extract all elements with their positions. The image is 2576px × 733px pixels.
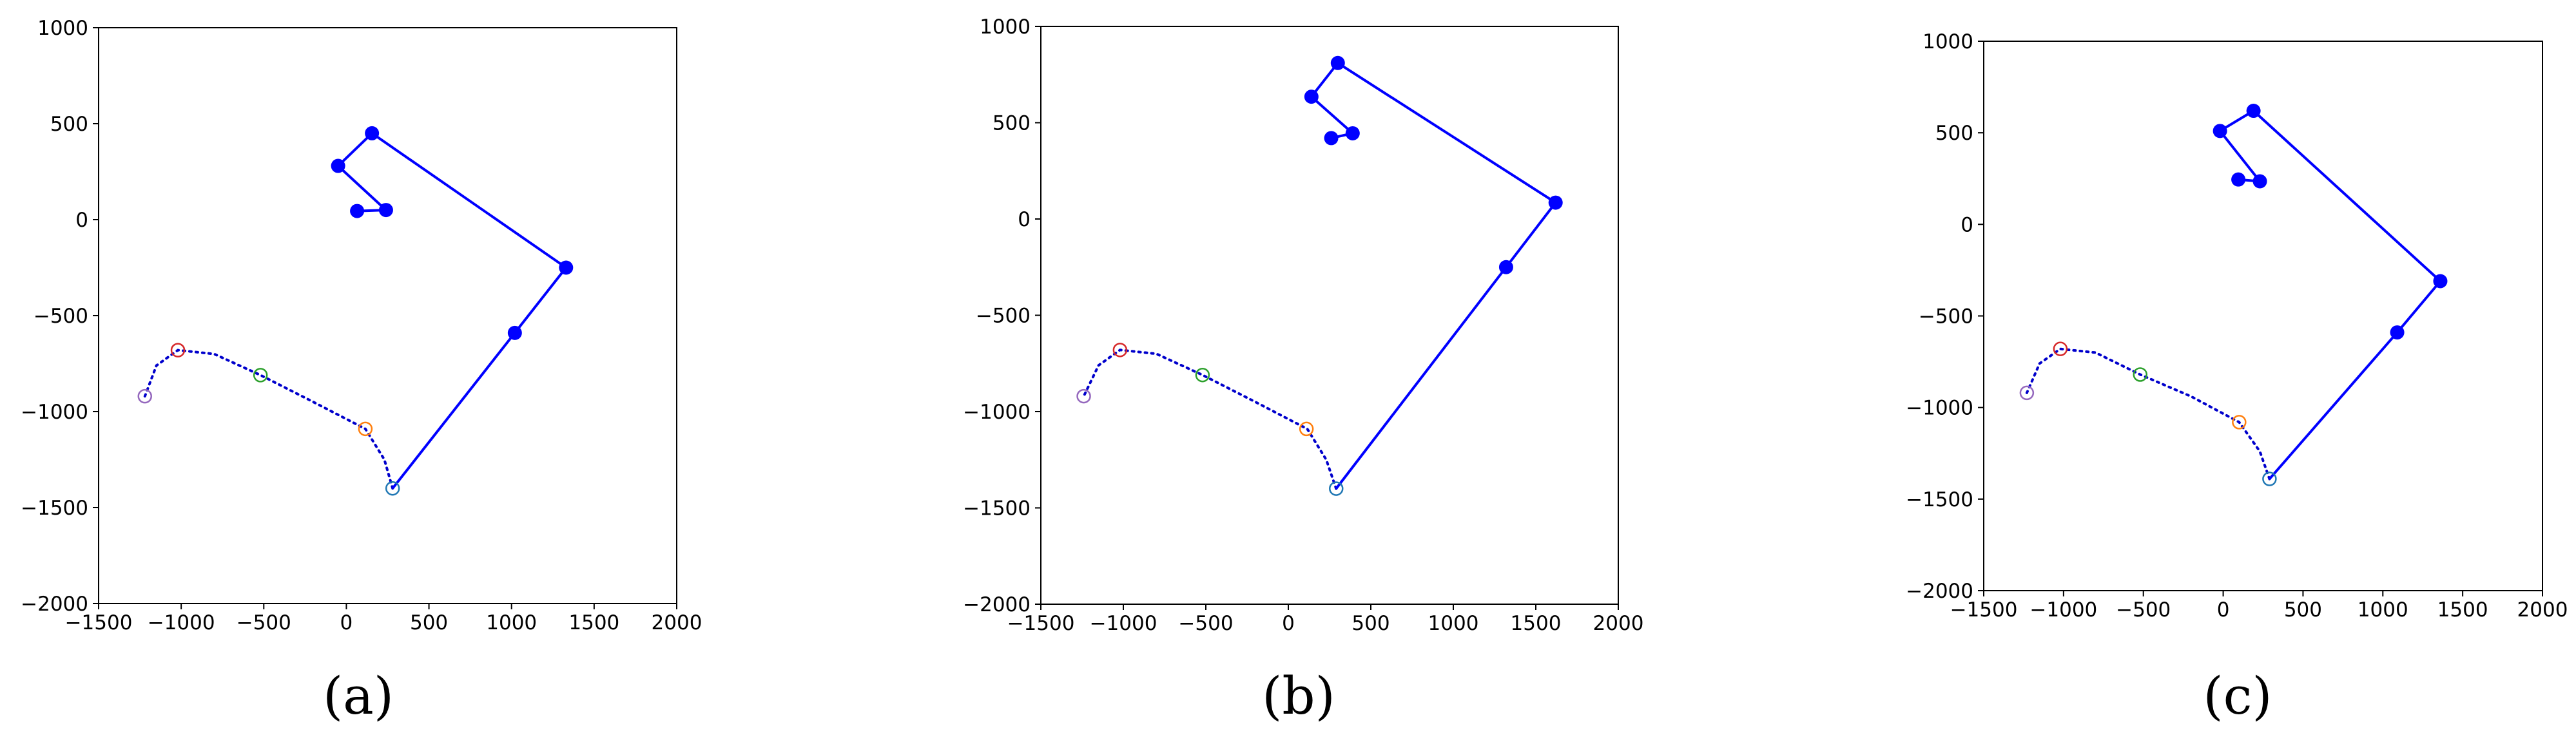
x-tick-label: 2000	[652, 611, 702, 634]
trajectory-marker	[2232, 415, 2247, 430]
arm-joint	[350, 204, 365, 218]
arm-joint	[507, 325, 522, 340]
arm-line	[336, 131, 568, 490]
x-tick-label: 2000	[1593, 612, 1644, 635]
y-tick-label: 500	[993, 112, 1031, 135]
y-tick-label: 1000	[980, 15, 1031, 39]
x-tick-label: −500	[2116, 598, 2171, 622]
arm-joint	[2390, 325, 2405, 340]
y-tick-label: 0	[75, 209, 88, 232]
axes-frame	[98, 27, 677, 604]
x-tick-label: 1000	[1428, 612, 1479, 635]
trajectory-marker	[2133, 367, 2148, 382]
arm-joint	[1548, 195, 1563, 210]
trajectory-marker	[1299, 421, 1314, 437]
y-tick-label: −1500	[963, 497, 1031, 520]
trajectory-marker	[137, 388, 153, 404]
trajectory-marker	[2262, 471, 2277, 486]
arm-joint	[1304, 90, 1319, 104]
arm-joint	[1330, 55, 1345, 70]
arm-joint	[2252, 174, 2267, 189]
trajectory-marker	[1195, 367, 1210, 383]
y-tick-label: −1000	[21, 401, 88, 424]
y-tick-label: 1000	[1922, 30, 1973, 53]
arm-joint	[2433, 274, 2448, 289]
panel-caption: (b)	[1262, 666, 1335, 726]
x-tick-label: 2000	[2517, 598, 2568, 622]
arm-joint	[378, 203, 393, 218]
x-tick-label: 0	[2217, 598, 2230, 622]
x-tick-label: −1000	[2029, 598, 2097, 622]
x-tick-label: −1500	[65, 611, 133, 634]
x-tick-label: −500	[1178, 612, 1233, 635]
arm-line	[2218, 109, 2442, 480]
trajectory-marker	[2053, 341, 2068, 356]
arm-joint	[1345, 126, 1360, 140]
x-tick-label: 1500	[2437, 598, 2488, 622]
trajectory-line	[143, 348, 394, 490]
trajectory-line	[1082, 348, 1338, 490]
y-tick-label: −500	[1919, 305, 1973, 328]
y-tick-label: −2000	[963, 593, 1031, 616]
y-tick-label: 500	[50, 113, 88, 136]
x-tick-label: −1000	[148, 611, 215, 634]
y-tick-label: −1000	[963, 401, 1031, 424]
x-tick-label: 500	[410, 611, 448, 634]
arm-joint	[2213, 124, 2227, 138]
panel-caption: (c)	[2203, 666, 2272, 726]
panel-1: −1500 −1000 −500 0 500 1000 1500 2000−2000−1500…	[21, 17, 702, 726]
arm-joint	[331, 158, 345, 173]
x-tick-label: 1500	[1511, 612, 1562, 635]
x-tick-label: −500	[237, 611, 291, 634]
y-tick-label: −500	[34, 305, 88, 328]
trajectory-marker	[1328, 481, 1344, 496]
y-tick-label: 500	[1935, 122, 1973, 145]
axes-frame	[1983, 41, 2543, 591]
trajectory-marker	[385, 481, 400, 496]
x-tick-label: 500	[2284, 598, 2322, 622]
arm-joint	[2246, 104, 2261, 119]
panel-2: −1500 −1000 −500 0 500 1000 1500 2000−2000−1500…	[963, 15, 1643, 726]
trajectory-marker	[1076, 388, 1091, 404]
x-tick-label: 500	[1351, 612, 1390, 635]
arm-line	[1310, 61, 1557, 490]
panel-caption: (a)	[323, 666, 394, 726]
trajectory-marker	[253, 368, 268, 383]
y-tick-label: 0	[1961, 213, 1973, 236]
y-tick-label: 0	[1018, 208, 1031, 231]
y-tick-label: 1000	[37, 17, 88, 40]
trajectory-marker	[170, 343, 186, 357]
x-tick-label: −1000	[1090, 612, 1157, 635]
x-tick-label: 0	[1282, 612, 1295, 635]
trajectory-marker	[1112, 343, 1128, 357]
y-tick-label: −2000	[1906, 580, 1973, 603]
arm-joint	[1498, 260, 1513, 274]
arm-joint	[559, 260, 574, 275]
y-tick-label: −1500	[1906, 488, 1973, 511]
x-tick-label: 1000	[2358, 598, 2408, 622]
x-tick-label: −1500	[1007, 612, 1075, 635]
trajectory-line	[2025, 347, 2271, 481]
y-tick-label: −1000	[1906, 397, 1973, 420]
x-tick-label: 0	[340, 611, 353, 634]
x-tick-label: 1000	[486, 611, 537, 634]
y-tick-label: −2000	[21, 593, 88, 616]
trajectory-marker	[2019, 385, 2035, 401]
arm-joint	[365, 126, 380, 140]
panel-3: −1500 −1000 −500 0 500 1000 1500 2000−2000−1500…	[1906, 30, 2568, 726]
x-tick-label: −1500	[1950, 598, 2018, 622]
x-tick-label: 1500	[568, 611, 619, 634]
trajectory-marker	[358, 421, 373, 437]
arm-joint	[1324, 131, 1339, 146]
y-tick-label: −1500	[21, 497, 88, 520]
y-tick-label: −500	[976, 305, 1031, 328]
arm-joint	[2231, 172, 2246, 187]
